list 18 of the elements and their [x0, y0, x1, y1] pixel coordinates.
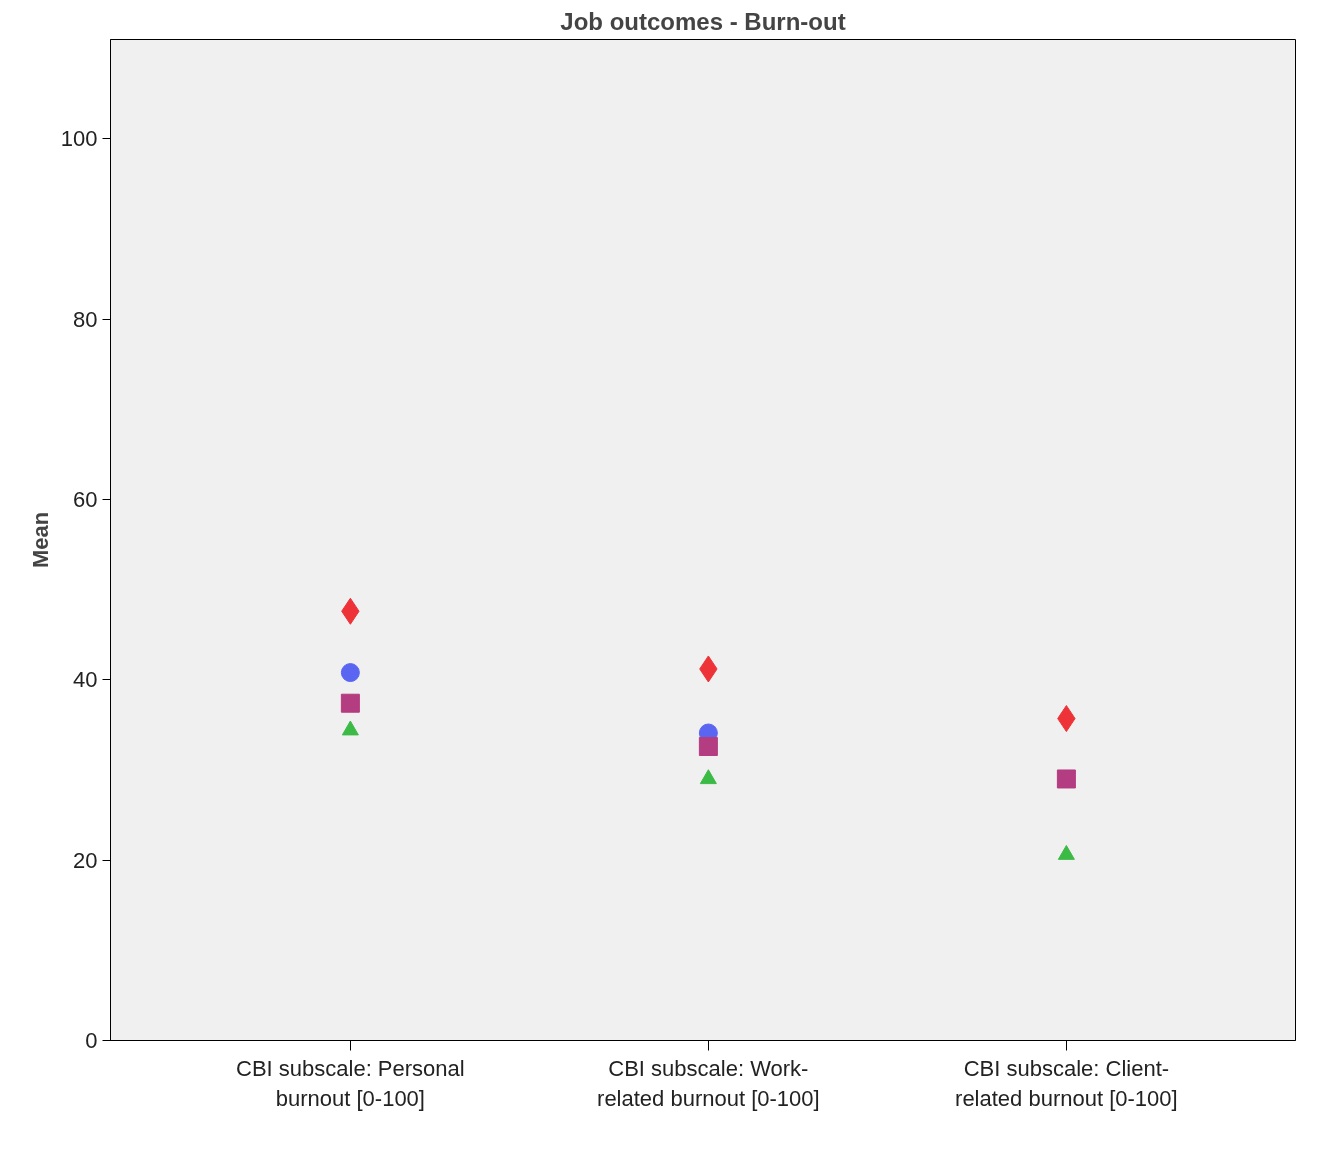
point [340, 663, 360, 683]
point [1057, 844, 1075, 860]
y-tick-label: 60 [73, 486, 98, 512]
x-tick-label: CBI subscale: Client-related burnout [0-100] [955, 1055, 1178, 1111]
y-tick-label: 80 [73, 306, 98, 332]
point [1056, 769, 1076, 789]
x-tick-label: CBI subscale: Personal burnout [0-100] [236, 1055, 465, 1111]
chart-title: Job outcomes - Burn-out [560, 7, 846, 35]
y-tick-label: 40 [73, 667, 98, 693]
point [699, 769, 717, 785]
y-tick-label: 0 [85, 1028, 98, 1053]
x-tick-label: CBI subscale: Work-related burnout [0-100] [597, 1055, 820, 1111]
y-tick-label: 20 [73, 847, 98, 873]
point [341, 720, 359, 736]
y-tick-label: 100 [60, 126, 98, 152]
point [340, 693, 360, 713]
y-axis-title: Mean [27, 511, 53, 569]
point [698, 737, 718, 757]
